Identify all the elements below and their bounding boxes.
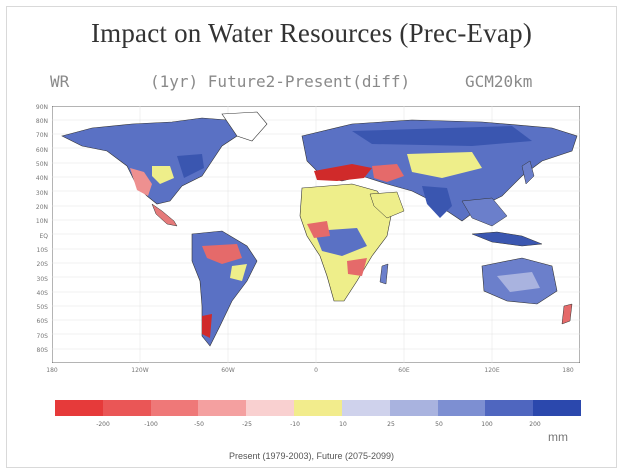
lon-label: 120E [484,367,500,374]
period-diff-label: (1yr) Future2-Present(diff) [150,72,411,91]
legend-label: 100 [481,421,493,428]
legend-label: -25 [242,421,252,428]
lat-label: 10N [35,218,48,225]
na-west-dry [130,168,152,196]
lat-label: 10S [36,247,48,254]
lon-label: 60W [221,367,235,374]
madagascar [379,263,389,285]
lat-label: 80N [35,118,48,125]
legend-label: 25 [387,421,395,428]
central-america [151,203,178,227]
lat-label: 90N [35,104,48,111]
legend-label: -100 [144,421,158,428]
siberia-wet [352,126,532,146]
legend-label: 50 [435,421,443,428]
lat-label: EQ [39,233,48,240]
lon-label: 180 [46,367,58,374]
legend-swatch [55,400,103,416]
legend-swatch [437,400,486,416]
lat-label: 80S [36,347,48,354]
central-asia-yellow [407,152,482,178]
southeast-asia [461,197,508,227]
lat-label: 50N [35,161,48,168]
model-label: GCM20km [465,72,533,91]
sa-east-yellow [230,264,247,281]
north-america [61,117,238,205]
sa-amazon-dry [202,244,242,264]
legend-swatch [150,400,199,416]
lat-label: 50S [36,304,48,311]
world-map [52,106,580,363]
south-asia-wet [422,186,452,218]
sa-south-red [202,314,212,338]
lon-label: 180 [562,367,574,374]
lon-label: 60E [398,367,410,374]
legend-swatch [102,400,151,416]
legend-label: 10 [339,421,347,428]
variable-label: WR [50,72,70,91]
legend-unit: mm [548,430,568,444]
color-legend [55,400,581,416]
legend-swatch [294,400,342,416]
africa-southeast-red [347,258,367,276]
arabia [369,191,405,219]
middle-east-dry [372,164,404,182]
map-svg [52,106,580,363]
lat-label: 70N [35,132,48,139]
legend-swatch [389,400,438,416]
indonesia [471,231,543,247]
lat-label: 60N [35,147,48,154]
lat-label: 40S [36,290,48,297]
legend-label: -10 [290,421,300,428]
africa-west-red [307,221,330,238]
japan [521,160,535,185]
lat-label: 30N [35,190,48,197]
lon-label: 0 [314,367,318,374]
legend-swatch [341,400,390,416]
lat-label: 60S [36,318,48,325]
legend-label: -50 [194,421,204,428]
legend-swatch [533,400,581,416]
legend-swatch [246,400,295,416]
lat-label: 20N [35,204,48,211]
legend-swatch [485,400,534,416]
europe-med-dry [314,164,372,181]
lon-label: 120W [131,367,149,374]
period-footer: Present (1979-2003), Future (2075-2099) [228,451,395,461]
na-east-wet [177,154,204,178]
lat-label: 40N [35,175,48,182]
legend-label: 200 [529,421,541,428]
lat-label: 30S [36,276,48,283]
lat-label: 70S [36,333,48,340]
na-central-yellow [152,166,174,184]
new-zealand [561,303,573,325]
australia-interior [497,272,540,292]
figure-title: Impact on Water Resources (Prec-Evap) [90,18,533,48]
lat-label: 20S [36,261,48,268]
greenland [221,111,268,142]
legend-label: -200 [96,421,110,428]
legend-swatch [198,400,247,416]
